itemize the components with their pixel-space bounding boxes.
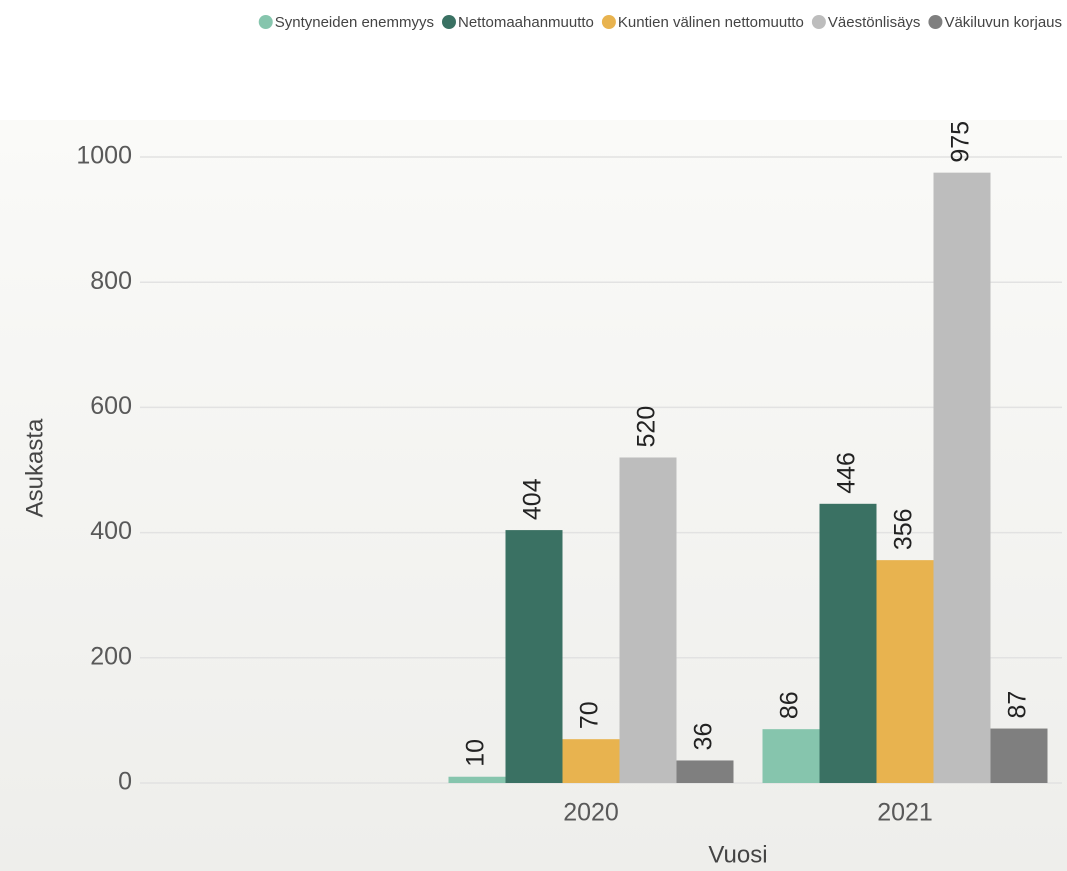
legend-marker bbox=[811, 15, 826, 29]
bar bbox=[562, 739, 620, 783]
data-label: 86 bbox=[776, 691, 804, 719]
y-tick-label: 0 bbox=[118, 768, 132, 796]
x-axis-title: Vuosi bbox=[708, 841, 767, 868]
data-label: 520 bbox=[633, 406, 661, 448]
legend-marker bbox=[928, 15, 943, 29]
legend-label: Väkiluvun korjaus bbox=[944, 14, 1062, 31]
data-label: 404 bbox=[519, 478, 547, 520]
bar bbox=[933, 172, 991, 783]
data-label: 70 bbox=[576, 701, 604, 729]
x-tick-label: 2020 bbox=[563, 799, 619, 827]
bar bbox=[762, 729, 820, 783]
y-tick-label: 200 bbox=[90, 642, 132, 670]
data-label: 10 bbox=[462, 739, 490, 767]
data-label: 356 bbox=[890, 508, 918, 550]
data-label: 87 bbox=[1004, 691, 1032, 719]
y-tick-label: 800 bbox=[90, 267, 132, 295]
legend-label: Syntyneiden enemmyys bbox=[275, 14, 434, 31]
data-label: 446 bbox=[833, 452, 861, 494]
data-label: 36 bbox=[690, 723, 718, 751]
bar bbox=[448, 776, 506, 783]
bar bbox=[676, 760, 734, 783]
legend-label: Väestönlisäys bbox=[828, 14, 921, 31]
x-tick-label: 2021 bbox=[877, 799, 933, 827]
legend-label: Kuntien välinen nettomuutto bbox=[618, 14, 804, 31]
bar bbox=[990, 728, 1048, 783]
bar bbox=[619, 457, 677, 783]
y-tick-label: 400 bbox=[90, 517, 132, 545]
data-label: 975 bbox=[947, 121, 975, 163]
bar bbox=[876, 560, 934, 783]
y-tick-label: 600 bbox=[90, 392, 132, 420]
legend-label: Nettomaahanmuutto bbox=[458, 14, 594, 31]
legend-marker bbox=[441, 15, 456, 29]
y-tick-label: 1000 bbox=[76, 142, 132, 170]
legend-marker bbox=[258, 15, 273, 29]
legend-marker bbox=[601, 15, 616, 29]
bar bbox=[505, 530, 563, 783]
y-axis-title: Asukasta bbox=[21, 418, 48, 517]
bar bbox=[819, 503, 877, 783]
